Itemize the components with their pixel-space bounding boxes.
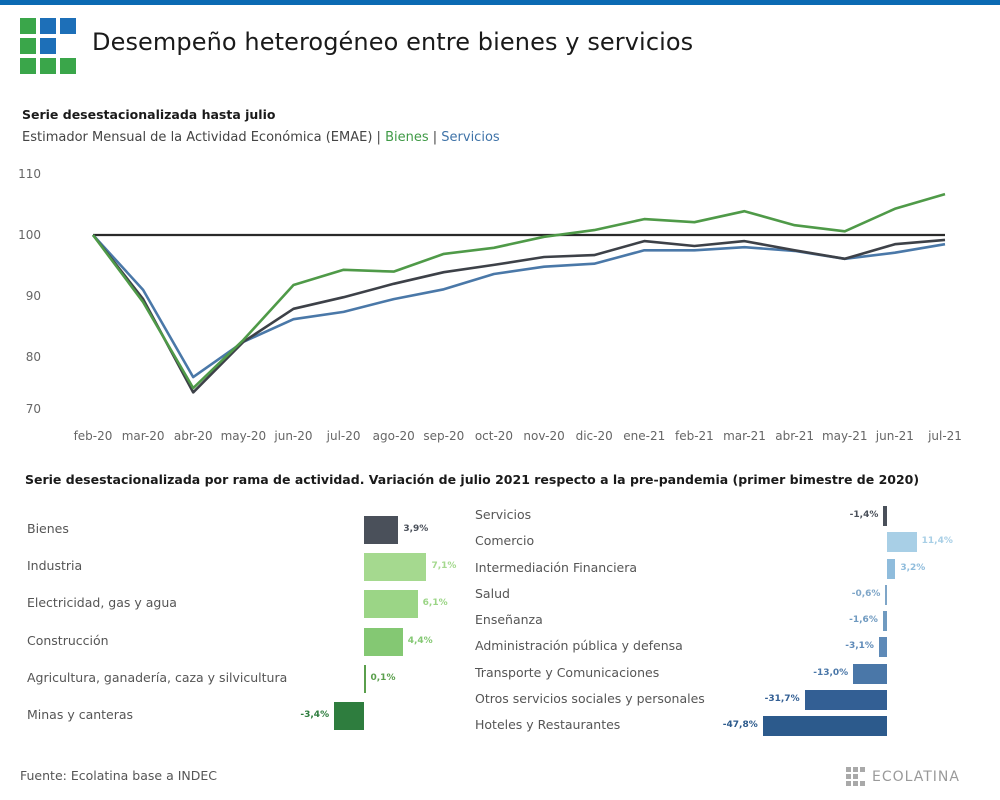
bar-value-label: 3,2% (900, 562, 926, 573)
legend-bienes: Bienes (385, 130, 429, 145)
subtitle-separator: | (428, 130, 442, 145)
line-chart-subtitle: Estimador Mensual de la Actividad Económ… (22, 130, 500, 145)
bar (853, 663, 887, 684)
x-tick-label: dic-20 (576, 429, 613, 443)
bar-value-label: -31,7% (764, 693, 800, 704)
y-tick-label: 100 (18, 228, 41, 242)
bar-value-label: -3,1% (845, 641, 874, 652)
x-tick-label: jun-21 (875, 429, 914, 443)
bar (887, 558, 896, 579)
brand-logo: ECOLATINA (846, 767, 960, 787)
category-label: Electricidad, gas y agua (27, 595, 177, 611)
category-label: Salud (475, 585, 510, 601)
x-tick-label: mar-21 (723, 429, 766, 443)
bar-value-label: -47,8% (722, 720, 758, 730)
y-tick-label: 90 (26, 289, 41, 303)
subtitle-separator: | (372, 130, 386, 145)
bar (364, 590, 418, 619)
category-label: Industria (27, 558, 83, 574)
bar-charts-title: Serie desestacionalizada por rama de act… (25, 472, 920, 487)
x-tick-label: feb-20 (74, 429, 113, 443)
legend-servicios: Servicios (441, 130, 500, 145)
category-label: Enseñanza (475, 612, 543, 627)
bar (762, 716, 887, 736)
x-tick-label: mar-20 (122, 429, 165, 443)
series-line-servicios (92, 234, 946, 379)
category-label: Hoteles y Restaurantes (475, 717, 621, 732)
bar-value-label: -0,6% (851, 588, 881, 599)
series-line-bienes (91, 192, 946, 390)
x-tick-label: ago-20 (373, 429, 415, 443)
bar-value-label: 0,1% (370, 672, 396, 683)
x-tick-label: abr-21 (775, 429, 814, 443)
x-tick-label: feb-21 (675, 429, 714, 443)
accent-bar (0, 0, 1000, 5)
x-tick-label: abr-20 (174, 429, 213, 443)
x-tick-label: may-21 (822, 429, 868, 443)
series-line-emae (91, 234, 946, 394)
brand-name: ECOLATINA (872, 769, 960, 785)
bar (364, 627, 403, 656)
bar (364, 664, 366, 693)
x-tick-label: sep-20 (423, 429, 464, 443)
category-label: Intermediación Financiera (475, 559, 638, 575)
bar (804, 689, 887, 710)
line-chart-title: Serie desestacionalizada hasta julio (22, 107, 276, 122)
bar-value-label: -1,6% (849, 615, 878, 625)
logo-icon (20, 18, 76, 74)
category-label: Administración pública y defensa (475, 638, 683, 654)
bar (882, 611, 887, 631)
bar-value-label: -3,4% (300, 710, 330, 720)
x-tick-label: jul-21 (927, 429, 962, 443)
x-tick-label: jun-20 (273, 429, 312, 443)
bar-value-label: 6,1% (422, 598, 448, 609)
category-label: Servicios (475, 507, 532, 522)
bar-value-label: -13,0% (813, 667, 849, 678)
x-tick-label: nov-20 (523, 429, 564, 443)
category-label: Bienes (27, 521, 69, 536)
line-chart: 70 80 90 100 110 feb-20 mar-20 abr-20 may-20 jun-… (18, 167, 962, 443)
page-title: Desempeño heterogéneo entre bienes y ser… (92, 28, 694, 56)
bar (885, 584, 887, 605)
brand-grid-icon (846, 767, 866, 787)
bar (883, 506, 887, 526)
bar (334, 702, 364, 730)
bar-value-label: -1,4% (849, 510, 879, 520)
y-tick-label: 80 (26, 350, 41, 364)
category-label: Otros servicios sociales y personales (475, 690, 705, 706)
subtitle-text: Estimador Mensual de la Actividad Económ… (22, 130, 373, 145)
category-label: Minas y canteras (27, 707, 134, 722)
x-tick-label: may-20 (221, 429, 267, 443)
bar-value-label: 3,9% (403, 524, 429, 534)
category-label: Transporte y Comunicaciones (475, 664, 660, 680)
y-tick-label: 70 (26, 402, 41, 416)
bar (364, 516, 399, 544)
x-tick-label: ene-21 (623, 429, 665, 443)
bar-value-label: 11,4% (921, 536, 953, 547)
category-label: Agricultura, ganadería, caza y silvicult… (27, 669, 288, 685)
x-tick-label: oct-20 (475, 429, 513, 443)
category-label: Construcción (27, 632, 109, 648)
y-tick-label: 110 (18, 167, 41, 181)
bar-value-label: 4,4% (407, 635, 433, 646)
source-note: Fuente: Ecolatina base a INDEC (20, 768, 217, 783)
bar (878, 637, 887, 658)
category-label: Comercio (475, 533, 535, 549)
bar-value-label: 7,1% (431, 561, 457, 572)
bar (887, 532, 917, 553)
bar (364, 553, 427, 582)
x-tick-label: jul-20 (326, 429, 361, 443)
